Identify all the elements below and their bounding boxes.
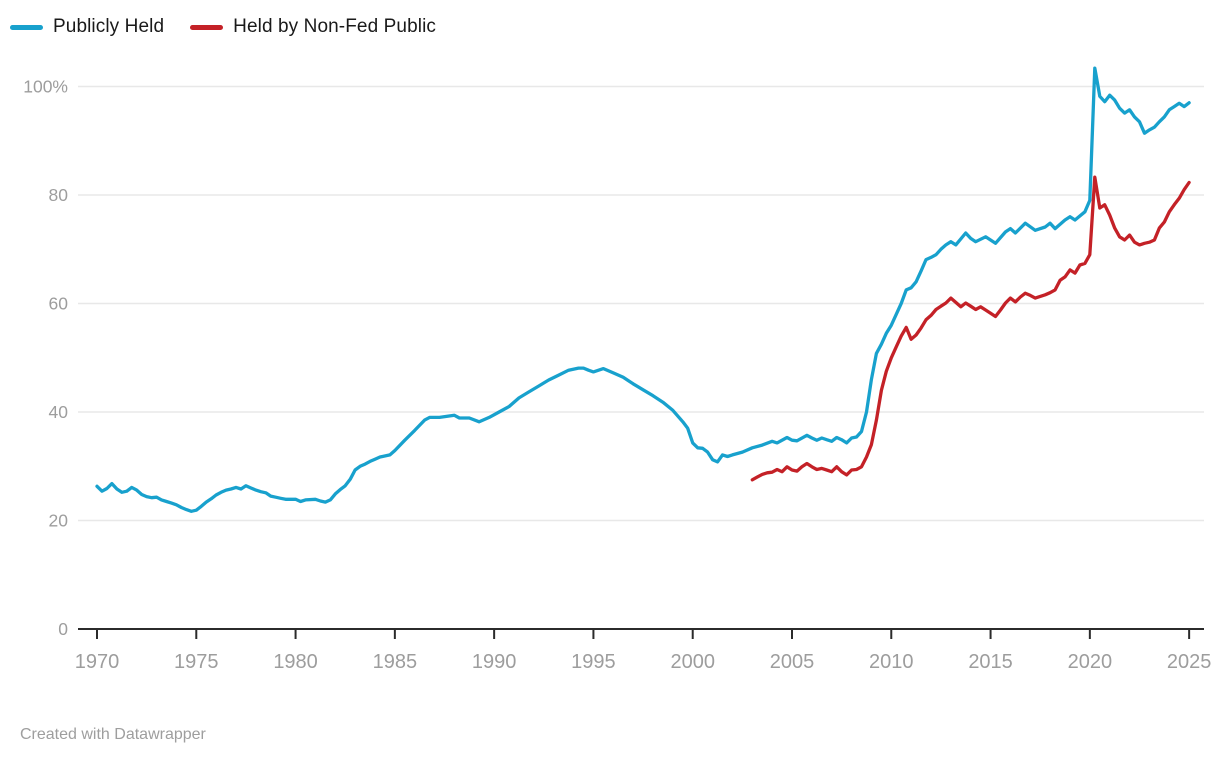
x-axis-tick-label: 1970 (75, 651, 120, 673)
y-axis-tick-label: 0 (58, 619, 68, 639)
legend-swatch-non-fed-public-icon (190, 24, 224, 30)
x-axis-tick-label: 1975 (174, 651, 219, 673)
y-axis-tick-label: 100% (23, 77, 68, 97)
x-axis-tick-label: 2025 (1167, 651, 1212, 673)
x-axis-tick-label: 2005 (770, 651, 815, 673)
x-axis-tick-label: 2000 (670, 651, 715, 673)
legend-label: Held by Non-Fed Public (233, 16, 436, 37)
chart-legend: Publicly Held Held by Non-Fed Public (10, 16, 436, 38)
x-axis-tick-label: 2015 (968, 651, 1013, 673)
chart-canvas: 0 20 40 60 80 100% 1970 1975 1980 1985 1990 1995 200… (23, 66, 1212, 673)
y-axis-tick-label: 40 (49, 402, 69, 422)
legend-item-non-fed-public: Held by Non-Fed Public (190, 16, 436, 38)
x-axis-tick-label: 1995 (571, 651, 616, 673)
x-axis-tick-label: 1980 (273, 651, 318, 673)
datawrapper-attribution-link[interactable]: Created with Datawrapper (20, 726, 206, 743)
x-axis-tick-label: 1985 (373, 651, 418, 673)
x-axis-tick-label: 1990 (472, 651, 517, 673)
y-axis-tick-label: 80 (49, 185, 69, 205)
y-axis-tick-label: 60 (49, 294, 69, 314)
legend-item-publicly-held: Publicly Held (10, 16, 164, 38)
series-line-held-by-non-fed-public (750, 175, 1191, 482)
y-axis-tick-label: 20 (49, 511, 69, 531)
legend-label: Publicly Held (53, 16, 165, 37)
x-axis-tick-label: 2010 (869, 651, 914, 673)
x-axis-tick-label: 2020 (1068, 651, 1113, 673)
series-line-publicly-held (95, 66, 1191, 513)
legend-swatch-publicly-held-icon (10, 24, 43, 30)
